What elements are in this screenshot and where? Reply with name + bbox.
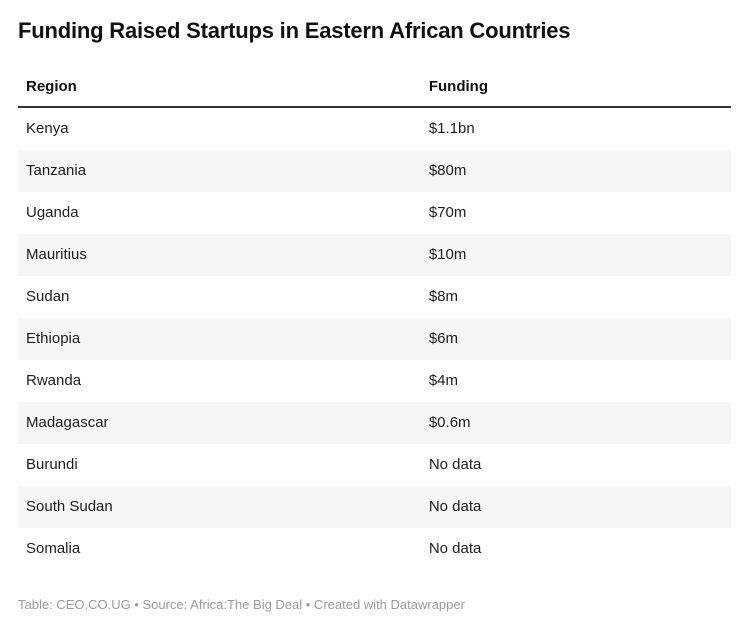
region-cell: Ethiopia (26, 330, 81, 347)
table-row: Rwanda $4m (18, 360, 731, 402)
column-header-funding: Funding (420, 70, 731, 108)
region-cell: Rwanda (26, 372, 82, 389)
table-row: Ethiopia $6m (18, 318, 731, 360)
region-cell: Uganda (26, 204, 79, 221)
funding-cell: $80m (428, 162, 467, 179)
region-cell: Madagascar (26, 414, 109, 431)
funding-cell: $4m (428, 372, 459, 389)
region-cell: Burundi (26, 456, 78, 473)
table-row: Mauritius $10m (18, 234, 731, 276)
funding-cell: $70m (428, 204, 467, 221)
funding-cell: No data (428, 456, 482, 473)
funding-cell: $0.6m (428, 414, 471, 431)
region-cell: Mauritius (26, 246, 87, 263)
table-row: Burundi No data (18, 444, 731, 486)
table-header: Region Funding (18, 70, 731, 108)
funding-cell: No data (428, 540, 482, 557)
funding-cell: $8m (428, 288, 459, 305)
column-header-region: Region (18, 70, 421, 108)
table-row: Kenya $1.1bn (18, 107, 731, 150)
chart-title: Funding Raised Startups in Eastern Afric… (18, 18, 571, 43)
region-cell: Somalia (26, 540, 81, 557)
table-row: Somalia No data (18, 528, 731, 570)
funding-cell: No data (428, 498, 482, 515)
table-footer-attribution: Table: CEO.CO.UG • Source: Africa:The Bi… (18, 597, 465, 612)
header-row: Region Funding (18, 70, 731, 108)
region-cell: Kenya (26, 120, 69, 137)
table-row: Tanzania $80m (18, 150, 731, 192)
table-row: Sudan $8m (18, 276, 731, 318)
region-cell: South Sudan (26, 498, 113, 515)
table-row: Uganda $70m (18, 192, 731, 234)
region-cell: Sudan (26, 288, 70, 305)
funding-cell: $1.1bn (428, 120, 475, 137)
table-row: Madagascar $0.6m (18, 402, 731, 444)
funding-cell: $6m (428, 330, 459, 347)
table-body: Kenya $1.1bn Tanzania $80m Uganda $70m Mauriti… (18, 107, 731, 570)
funding-cell: $10m (428, 246, 467, 263)
region-cell: Tanzania (26, 162, 87, 179)
table-row: South Sudan No data (18, 486, 731, 528)
funding-table: Region Funding Kenya $1.1bn Tanzania $80m Ug… (18, 70, 731, 570)
